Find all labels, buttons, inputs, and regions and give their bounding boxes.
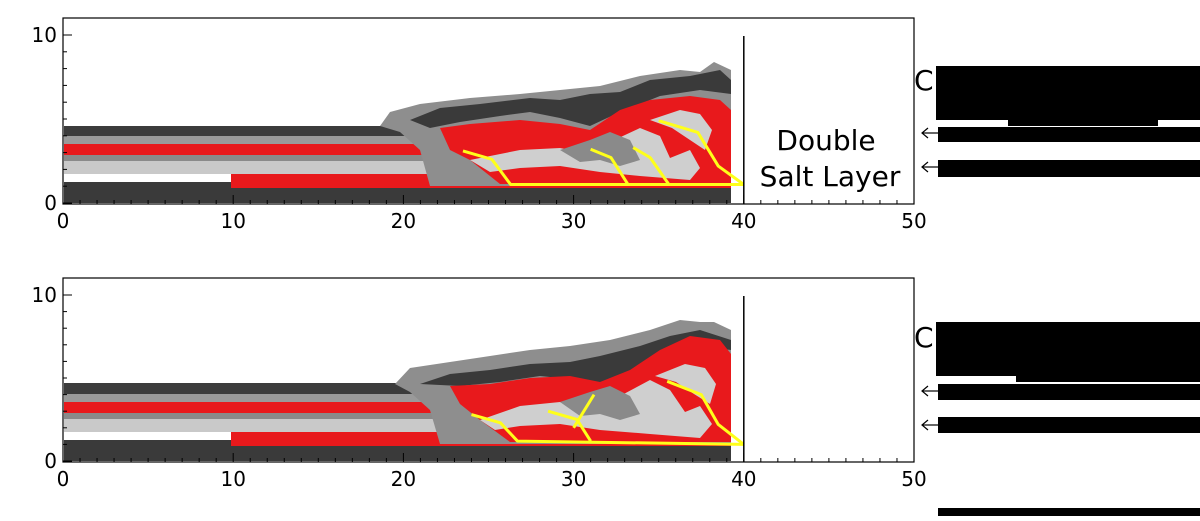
annotation-line-2: Salt Layer xyxy=(760,160,901,193)
x-tick-label: 20 xyxy=(391,209,416,233)
wedge-light-bands xyxy=(480,380,712,438)
fault-line xyxy=(632,146,671,186)
fault-line xyxy=(572,393,596,429)
redaction-block xyxy=(938,417,1200,433)
side-label-bottom: C xyxy=(914,321,934,354)
x-tick-label: 0 xyxy=(57,467,70,491)
mid-gray-layer xyxy=(64,411,504,419)
wedge-dark-bands xyxy=(420,330,731,388)
fault-line xyxy=(471,413,744,446)
redaction-block xyxy=(1016,374,1200,382)
redaction-block xyxy=(938,384,1200,400)
x-tick-label: 0 xyxy=(57,209,70,233)
arrow-left-icon xyxy=(921,127,938,139)
x-axis-bottom: 0 10 20 30 40 50 xyxy=(57,453,927,491)
panel-bottom: 0 10 20 30 40 50 0 10 xyxy=(32,277,927,491)
wedge-gray-fold xyxy=(560,132,640,166)
redaction-block xyxy=(936,66,1200,120)
arrow-left-icon xyxy=(921,161,938,173)
x-tick-label: 20 xyxy=(391,467,416,491)
upper-salt-layer xyxy=(64,401,484,413)
x-axis-top: 0 10 20 30 40 50 xyxy=(57,195,927,233)
redaction-block xyxy=(936,322,1200,376)
faults-top xyxy=(462,119,745,187)
side-labels: C C xyxy=(914,64,1200,516)
panel-top: Double Salt Layer 0 10 20 30 40 50 0 10 xyxy=(32,17,927,233)
y-axis-bottom: 0 10 xyxy=(32,283,72,473)
redaction-block xyxy=(1008,118,1158,126)
wedge-fold-core xyxy=(650,110,712,150)
x-tick-label: 50 xyxy=(901,209,926,233)
mid-gray-layer xyxy=(64,153,504,161)
strata xyxy=(64,320,731,461)
redaction-block xyxy=(938,160,1200,177)
annotation-line-1: Double xyxy=(776,124,875,157)
wedge-dark-bands xyxy=(410,70,731,128)
redaction-block xyxy=(938,127,1200,142)
top-dark-layer xyxy=(64,383,464,394)
redaction-block xyxy=(938,508,1200,516)
fault-line xyxy=(590,147,630,186)
strata xyxy=(64,62,731,203)
upper-salt-layer xyxy=(64,143,484,155)
y-tick-label: 0 xyxy=(44,449,57,473)
y-axis-top: 0 10 xyxy=(32,23,72,215)
x-tick-label: 30 xyxy=(561,467,586,491)
x-tick-label: 10 xyxy=(220,467,245,491)
top-dark-layer xyxy=(64,126,464,136)
y-tick-label: 10 xyxy=(32,23,57,47)
fault-line xyxy=(666,379,745,446)
y-tick-label: 10 xyxy=(32,283,57,307)
faults-bottom xyxy=(471,379,745,446)
gray-layer xyxy=(64,393,484,402)
wedge-gray-fold xyxy=(560,386,640,420)
x-tick-label: 10 xyxy=(220,209,245,233)
arrow-left-icon xyxy=(921,419,938,431)
fault-line xyxy=(658,119,745,186)
y-tick-label: 0 xyxy=(44,191,57,215)
side-label-top: C xyxy=(914,64,934,97)
x-tick-label: 50 xyxy=(901,467,926,491)
x-tick-label: 40 xyxy=(731,467,756,491)
x-tick-label: 40 xyxy=(731,209,756,233)
gray-layer xyxy=(64,135,484,144)
arrow-left-icon xyxy=(921,385,938,397)
x-tick-label: 30 xyxy=(561,209,586,233)
